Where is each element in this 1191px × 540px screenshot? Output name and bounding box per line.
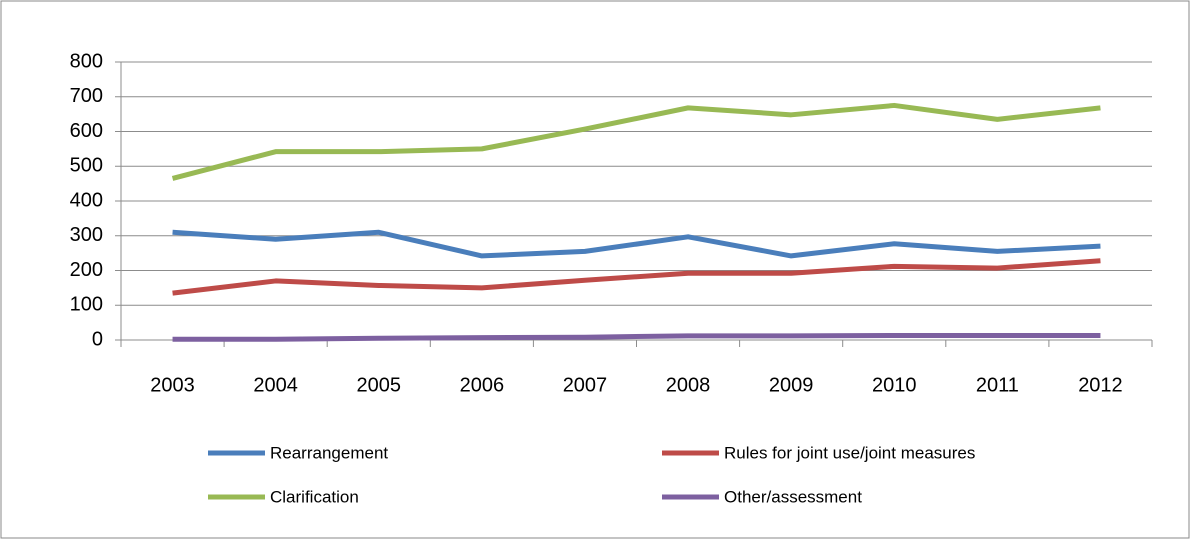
x-tick-label: 2004 bbox=[253, 374, 298, 396]
x-tick-label: 2008 bbox=[666, 374, 711, 396]
y-tick-label: 800 bbox=[70, 50, 103, 72]
legend-label: Rearrangement bbox=[270, 443, 388, 462]
x-tick-label: 2009 bbox=[769, 374, 814, 396]
series-line bbox=[172, 332, 1101, 342]
y-tick-label: 700 bbox=[70, 85, 103, 107]
x-tick-label: 2003 bbox=[150, 374, 195, 396]
x-tick-label: 2006 bbox=[460, 374, 505, 396]
series-line bbox=[171, 102, 1101, 181]
legend-label: Rules for joint use/joint measures bbox=[724, 443, 975, 462]
legend-label: Other/assessment bbox=[724, 487, 862, 506]
series-line bbox=[172, 258, 1101, 296]
y-tick-label: 600 bbox=[70, 120, 103, 142]
y-tick-label: 500 bbox=[70, 155, 103, 177]
y-tick-label: 0 bbox=[92, 328, 103, 350]
x-tick-label: 2007 bbox=[563, 374, 608, 396]
x-tick-label: 2005 bbox=[357, 374, 402, 396]
x-tick-label: 2011 bbox=[976, 374, 1019, 396]
y-tick-label: 400 bbox=[70, 189, 103, 211]
series-line bbox=[172, 229, 1101, 259]
y-tick-label: 200 bbox=[70, 259, 103, 281]
y-tick-label: 100 bbox=[70, 294, 103, 316]
y-tick-label: 300 bbox=[70, 224, 103, 246]
x-tick-label: 2010 bbox=[872, 374, 917, 396]
legend-label: Clarification bbox=[270, 487, 359, 506]
x-tick-label: 2012 bbox=[1078, 374, 1123, 396]
